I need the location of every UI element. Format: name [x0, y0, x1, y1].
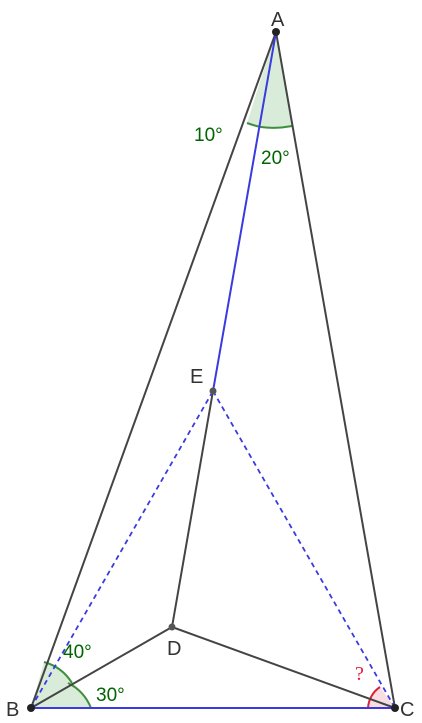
- angle-label-DBC: 30°: [96, 685, 125, 706]
- point-C: [391, 704, 399, 712]
- segment-BD: [30, 626, 173, 709]
- point-E: [209, 387, 217, 395]
- point-label-A: A: [271, 9, 285, 31]
- angle-sector-B-upper: [31, 662, 72, 708]
- angle-label-BAE: 10°: [194, 125, 223, 146]
- angle-arc-C: [367, 686, 381, 709]
- point-B: [27, 704, 35, 712]
- angle-sector-A-left: [247, 32, 276, 127]
- point-label-B: B: [6, 699, 19, 721]
- segment-AE: [212, 31, 277, 392]
- angle-label-ABD: 40°: [63, 642, 92, 663]
- angle-label-ECB: ?: [355, 663, 364, 685]
- point-label-C: C: [400, 699, 414, 721]
- dashed-segment-EC: [212, 390, 396, 709]
- dashed-segment-BE: [30, 390, 214, 709]
- segment-DC: [171, 626, 396, 709]
- side-AC: [275, 31, 396, 709]
- angle-sector-B-lower: [31, 683, 91, 708]
- point-A: [272, 28, 280, 36]
- side-AB: [30, 31, 277, 709]
- angle-label-EAC: 20°: [261, 148, 290, 169]
- segment-ED: [171, 390, 214, 628]
- point-label-E: E: [190, 366, 203, 388]
- angle-arc-A-left: [246, 122, 262, 128]
- point-label-D: D: [167, 638, 181, 660]
- point-D: [168, 623, 176, 631]
- angle-sector-A-right: [261, 32, 292, 128]
- angle-arc-B-lower: [67, 682, 92, 709]
